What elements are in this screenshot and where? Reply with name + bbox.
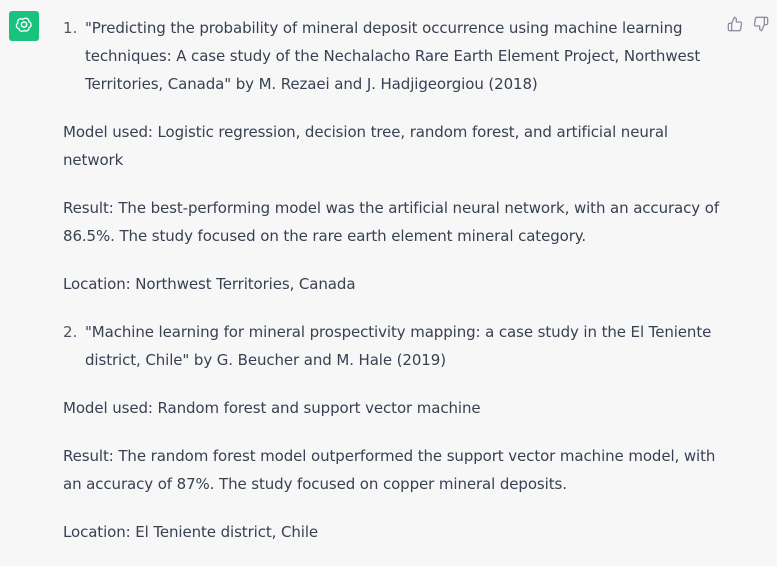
thumbs-down-button[interactable]	[753, 16, 769, 32]
list-number: 2.	[63, 323, 78, 341]
assistant-avatar	[9, 11, 39, 41]
location-text: Location: Northwest Territories, Canada	[63, 275, 356, 293]
thumbs-up-button[interactable]	[727, 16, 743, 32]
result-text: Result: The random forest model outperfo…	[63, 447, 716, 493]
assistant-message: 1. "Predicting the probability of minera…	[63, 14, 723, 566]
citation-item: 2. "Machine learning for mineral prospec…	[63, 318, 723, 374]
model-used-text: Model used: Random forest and support ve…	[63, 399, 481, 417]
model-used-text: Model used: Logistic regression, decisio…	[63, 123, 668, 169]
feedback-actions	[727, 16, 769, 32]
list-number: 1.	[63, 19, 78, 37]
location-text: Location: El Teniente district, Chile	[63, 523, 319, 541]
thumbs-up-icon	[727, 16, 743, 32]
citation-text: "Machine learning for mineral prospectiv…	[85, 323, 712, 369]
openai-logo-icon	[15, 17, 32, 32]
citation-item: 1. "Predicting the probability of minera…	[63, 14, 723, 98]
citation-text: "Predicting the probability of mineral d…	[85, 19, 701, 93]
thumbs-down-icon	[753, 16, 769, 32]
result-text: Result: The best-performing model was th…	[63, 199, 719, 245]
